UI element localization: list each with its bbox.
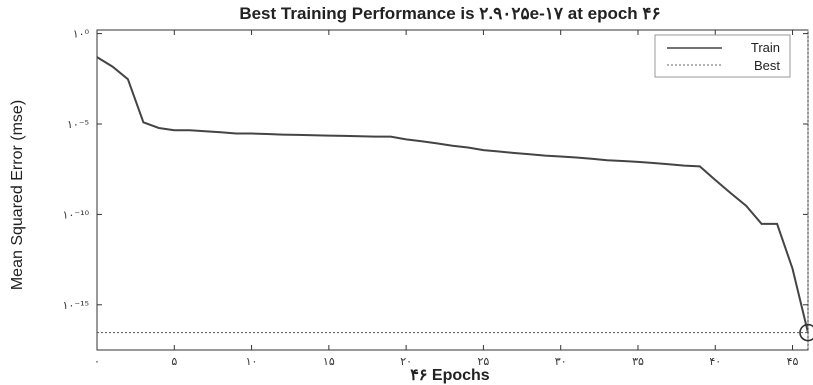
x-axis-label: ۴۶ Epochs [410,367,490,384]
legend: Train Best [654,34,791,78]
axes [96,29,809,351]
series-layer [96,30,813,350]
x-tick-label: ۲۰ [400,355,412,368]
legend-train-label: Train [751,40,780,55]
ticks: ۰ ۵ ۱۰ ۱۵ ۲۰ ۲۵ ۳۰ ۳۵ ۴۰ ۴۵ ۱۰⁰ ۱۰⁻⁵ ۱۰⁻¹⁰ ۱۰⁻¹⁵ [63,28,808,368]
legend-best-label: Best [754,58,780,73]
y-tick-label: ۱۰⁻¹⁵ [63,299,89,312]
best-point-marker [799,323,813,342]
plot-frame [96,29,809,351]
y-tick-label: ۱۰⁻¹⁰ [63,208,90,221]
y-tick-label: ۱۰⁰ [73,28,90,41]
x-tick-label: ۲۵ [477,355,489,368]
x-tick-label: ۱۵ [323,355,335,368]
x-tick-label: ۴۵ [787,355,799,368]
x-tick-label: ۵ [171,355,177,368]
legend-box [654,34,791,78]
x-tick-label: ۰ [94,355,100,368]
x-tick-label: ۴۰ [709,355,721,368]
y-axis-label: Mean Squared Error (mse) [9,100,26,290]
series-line-train [96,56,809,333]
x-tick-label: ۱۰ [246,355,258,368]
x-tick-label: ۳۰ [555,355,567,368]
y-tick-label: ۱۰⁻⁵ [67,118,89,131]
x-tick-label: ۳۵ [632,355,644,368]
chart-title: Best Training Performance is ۲.۹۰۲۵e-۱۷ … [239,4,660,23]
